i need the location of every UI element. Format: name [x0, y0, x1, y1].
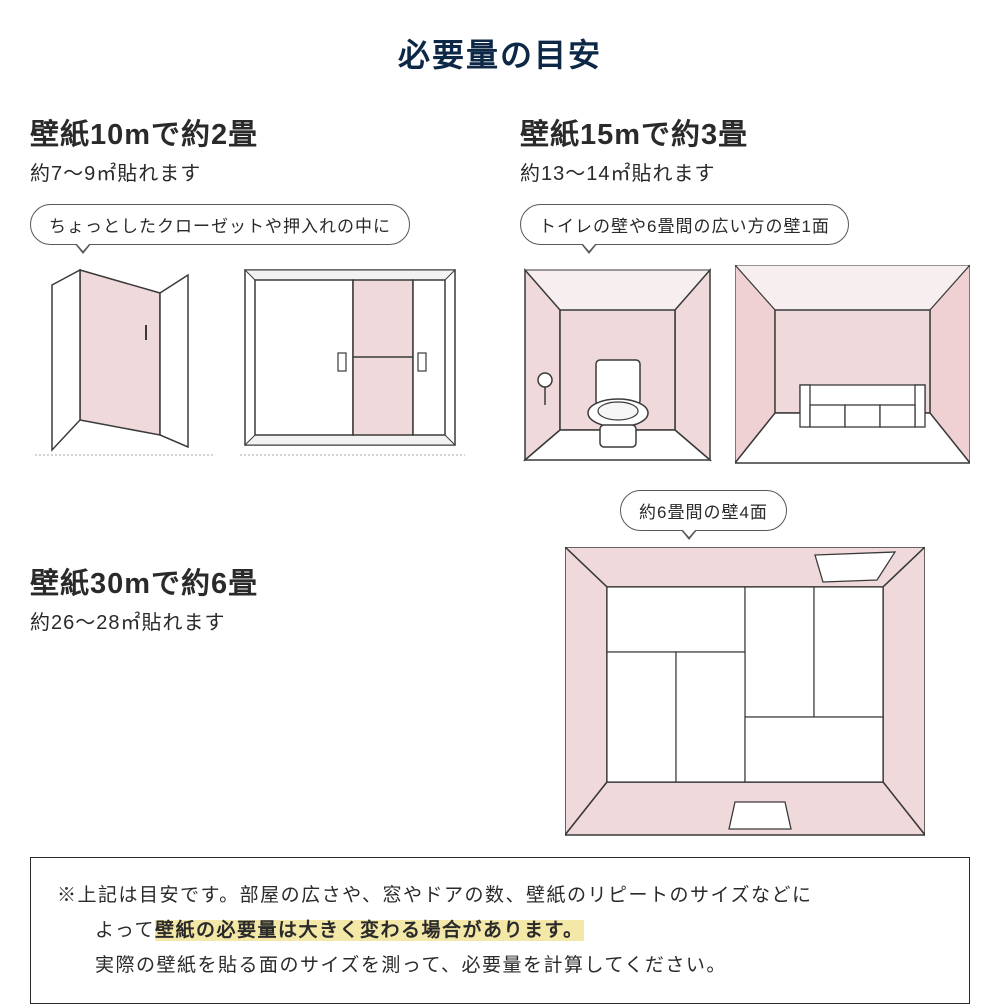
section-15m-heading: 壁紙15mで約3畳 [520, 111, 970, 153]
section-10m-bubble: ちょっとしたクローゼットや押入れの中に [30, 204, 410, 245]
sections-grid: 壁紙10mで約2畳 約7～9㎡貼れます ちょっとしたクローゼットや押入れの中に [30, 111, 970, 837]
section-30m-sub: 約26～28㎡貼れます [30, 606, 470, 635]
six-tatami-one-wall-illustration [735, 265, 970, 465]
note-line-1-text: ※上記は目安です。部屋の広さや、窓やドアの数、壁紙のリピートのサイズなどに [57, 885, 812, 906]
section-10m: 壁紙10mで約2畳 約7～9㎡貼れます ちょっとしたクローゼットや押入れの中に [30, 111, 470, 465]
section-30m-bubble: 約6畳間の壁4面 [620, 490, 787, 531]
oshiire-illustration [240, 265, 465, 460]
section-10m-sub: 約7～9㎡貼れます [30, 157, 470, 186]
section-15m-sub: 約13～14㎡貼れます [520, 157, 970, 186]
note-line-3: 実際の壁紙を貼る面のサイズを測って、必要量を計算してください。 [57, 948, 943, 983]
page-title: 必要量の目安 [30, 30, 970, 76]
note-line-3-text: 実際の壁紙を貼る面のサイズを測って、必要量を計算してください。 [57, 955, 727, 976]
section-30m-illust: 約6畳間の壁4面 [520, 490, 970, 837]
section-15m: 壁紙15mで約3畳 約13～14㎡貼れます トイレの壁や6畳間の広い方の壁1面 [520, 111, 970, 465]
section-30m: 壁紙30mで約6畳 約26～28㎡貼れます [30, 490, 470, 837]
six-tatami-four-walls-illustration [565, 547, 925, 837]
section-30m-heading: 壁紙30mで約6畳 [30, 560, 470, 602]
note-line-2-prefix: よって [57, 920, 155, 941]
note-box: ※上記は目安です。部屋の広さや、窓やドアの数、壁紙のリピートのサイズなどに よっ… [30, 857, 970, 1004]
toilet-illustration [520, 265, 715, 465]
section-15m-bubble: トイレの壁や6畳間の広い方の壁1面 [520, 204, 849, 245]
closet-illustration [30, 265, 220, 460]
note-line-2-highlight: 壁紙の必要量は大きく変わる場合があります。 [155, 920, 584, 941]
note-line-1: ※上記は目安です。部屋の広さや、窓やドアの数、壁紙のリピートのサイズなどに [57, 878, 943, 913]
section-10m-heading: 壁紙10mで約2畳 [30, 111, 470, 153]
note-line-2: よって壁紙の必要量は大きく変わる場合があります。 [57, 913, 943, 948]
